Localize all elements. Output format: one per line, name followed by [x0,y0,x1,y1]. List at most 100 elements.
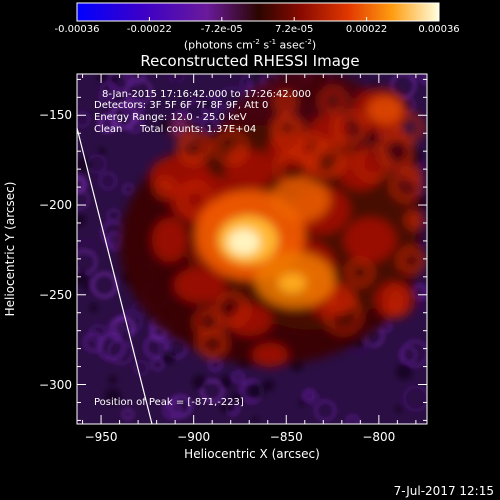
emission-blob [152,218,188,262]
ring-artifact [345,414,360,424]
dark-dot-artifact [89,303,98,312]
emission-blobs-layer [120,74,426,367]
emission-blob [270,178,330,222]
ring-artifact [402,384,427,413]
chart-title: Reconstructed RHESSI Image [140,52,360,70]
emission-blob [252,343,288,367]
dark-dot-artifact [298,399,306,407]
ring-artifact [208,357,223,372]
total-counts-annotation: Total counts: 1.37E+04 [140,124,257,135]
emission-ring [155,178,175,199]
dark-dot-artifact [104,388,122,405]
x-tick-label: −850 [269,430,303,444]
ring-artifact [401,339,427,368]
colorbar-tick-label: -7.2e-05 [200,24,243,35]
ring-artifact [171,121,187,136]
dark-dot-artifact [219,375,233,389]
energy-range-annotation: Energy Range: 12.0 - 25.0 keV [94,112,247,123]
ring-artifact [132,359,150,377]
footer-date: 7-Jul-2017 12:15 [393,484,494,498]
emission-ring [274,91,296,113]
emission-blob [228,229,260,255]
emission-blob [228,304,272,336]
ring-artifact [162,400,182,420]
ring-artifact [307,392,321,406]
ring-artifact [122,408,134,421]
x-tick-label: −950 [84,430,118,444]
emission-blob [174,267,226,303]
ring-artifact [412,74,427,84]
emission-ring [328,285,355,312]
emission-ring [406,211,425,230]
colorbar-tick-label: 0.00036 [418,24,460,35]
dark-dot-artifact [263,379,275,392]
x-tick-label: −800 [362,430,396,444]
ring-artifact [231,370,245,384]
ring-artifact [200,117,218,135]
dark-dot-artifact [160,349,176,365]
y-tick-label: −200 [39,198,72,213]
ring-artifact [120,108,146,134]
emission-ring [333,111,367,145]
units-exp-1: -2 [252,38,260,46]
ring-artifact [99,91,113,105]
units-text-1: (photons cm [183,38,253,52]
emission-ring [214,292,248,326]
colorbar-tick-label: 7.2e-05 [274,24,314,35]
ring-artifact [83,332,104,353]
dark-dot-artifact [97,147,106,156]
units-exp-2: -1 [269,38,277,46]
dark-dot-artifact [158,120,171,132]
y-tick-label: −250 [39,287,72,302]
emission-ring [346,259,373,286]
emission-ring [170,119,190,138]
emission-ring [391,170,422,202]
ring-artifact [77,175,87,194]
emission-blob [278,273,306,293]
plot-frame [76,73,428,425]
ring-artifact [77,110,92,129]
emission-ring [325,298,361,334]
ring-artifact [184,99,208,122]
colorbar-tick-label: -0.00036 [54,24,100,35]
y-axis-label: Heliocentric Y (arcsec) [3,181,17,317]
emission-ring [387,286,406,306]
dark-dot-artifact [82,283,91,291]
ring-artifact [166,394,192,419]
colorbar-ticks [76,17,440,21]
colorbar-tick-label: 0.00022 [345,24,388,35]
dark-dot-artifact [395,363,413,380]
dark-dot-artifact [77,213,86,227]
emission-ring [293,133,326,166]
dark-dot-artifact [192,374,207,390]
units-exp-3: -2 [304,38,312,46]
peak-position-annotation: Position of Peak = [-871,-223] [94,397,244,408]
dark-dot-artifact [199,98,211,110]
dark-dot-artifact [250,74,261,84]
ring-artifact [78,238,97,257]
x-tick-label: −900 [177,430,211,444]
time-range-annotation: 8-Jan-2015 17:16:42.000 to 17:26:42.000 [102,89,311,100]
dark-dot-artifact [120,332,131,343]
dark-dot-artifact [96,74,110,83]
emission-ring [177,130,212,164]
emission-ring [396,113,424,141]
y-tick-label: −150 [39,108,72,123]
colorbar-frame [76,2,440,22]
emission-ring [197,329,227,359]
emission-blob [367,96,403,124]
emission-ring [179,183,212,216]
ring-artifact [125,77,153,106]
emission-ring [398,247,426,274]
y-tick-label: −300 [39,377,72,392]
x-axis-label: Heliocentric X (arcsec) [184,447,320,461]
ring-artifact [122,183,135,196]
dark-dot-artifact [230,391,245,406]
units-text-3: asec [276,38,305,52]
emission-ring [380,124,398,143]
emission-ring [320,87,346,114]
ring-artifact [107,74,134,93]
dark-dot-artifact [108,375,117,385]
emission-ring [272,113,300,141]
